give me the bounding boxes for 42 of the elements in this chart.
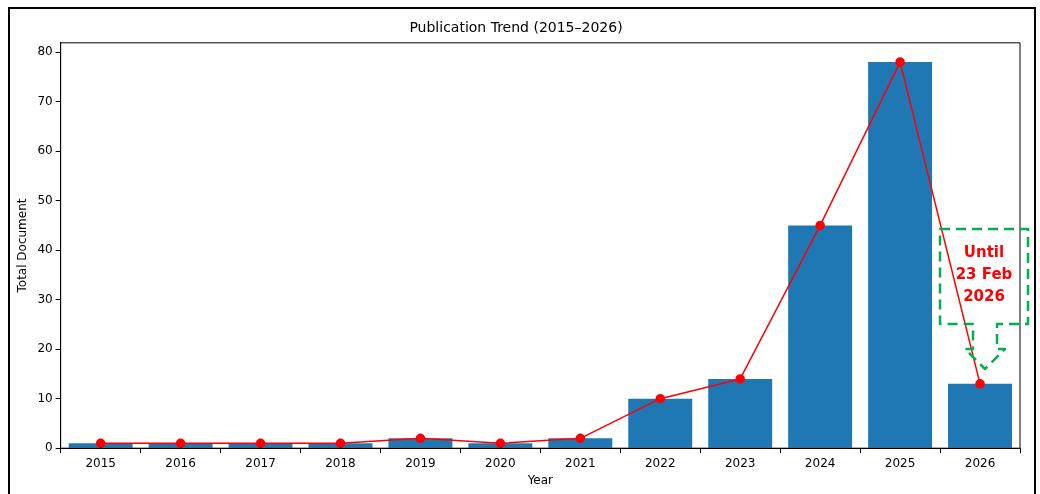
bar	[708, 378, 773, 448]
point	[255, 438, 266, 448]
x-tick-label: 2021	[565, 455, 596, 470]
annotation: Until 23 Feb 2026	[954, 242, 1014, 308]
x-tick-label: 2025	[884, 455, 916, 470]
x-tick-label: 2018	[325, 455, 356, 470]
x-tick-label: 2020	[485, 455, 516, 470]
point	[975, 379, 985, 389]
bar	[868, 62, 933, 448]
y-tick-label: 10	[37, 390, 53, 405]
bar	[628, 398, 693, 448]
point	[175, 438, 186, 448]
y-tick-label: 80	[37, 44, 53, 59]
bar	[788, 225, 853, 448]
x-tick-label: 2026	[964, 455, 996, 470]
x-tick-label: 2017	[245, 455, 276, 470]
point	[815, 220, 825, 231]
point	[575, 433, 586, 444]
point	[655, 393, 665, 404]
point	[495, 438, 506, 448]
y-tick-label: 60	[37, 143, 53, 158]
bar	[948, 383, 1013, 448]
y-axis-title: Total Document	[15, 198, 30, 294]
x-axis-title: Year	[526, 472, 554, 487]
point	[415, 433, 426, 444]
point	[895, 57, 905, 67]
x-tick-label: 2023	[724, 455, 756, 470]
y-tick-label: 70	[37, 93, 53, 108]
point	[735, 374, 745, 384]
x-tick-label: 2015	[85, 455, 116, 470]
y-tick-label: 20	[37, 341, 53, 356]
y-tick-label: 50	[37, 192, 53, 207]
chart-title: Publication Trend (2015–2026)	[409, 19, 623, 36]
y-tick-label: 30	[37, 291, 53, 306]
x-tick-label: 2022	[644, 455, 676, 470]
point	[95, 438, 106, 448]
x-tick-label: 2024	[804, 455, 836, 470]
point	[335, 438, 346, 448]
y-tick-label: 40	[37, 242, 53, 257]
y-tick-label: 0	[45, 440, 53, 455]
x-tick-label: 2019	[405, 455, 436, 470]
x-tick-label: 2016	[165, 455, 196, 470]
